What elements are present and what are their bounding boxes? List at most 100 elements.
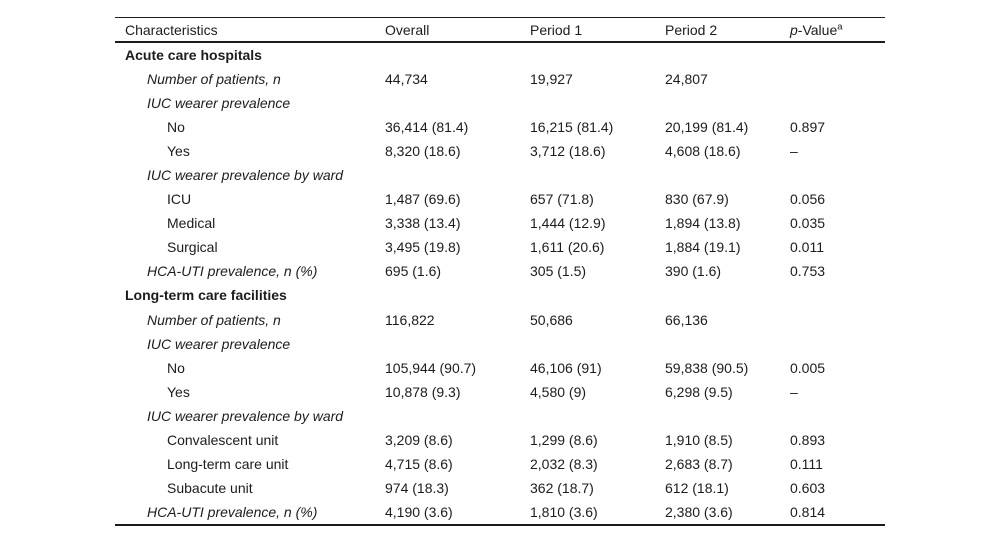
table-row: Long-term care unit 4,715 (8.6) 2,032 (8.3… [115,452,885,476]
table-row: Yes 8,320 (18.6) 3,712 (18.6) 4,608 (18.6) – [115,139,885,163]
cell-pvalue: 0.814 [790,503,826,520]
cell-period1: 362 (18.7) [530,479,594,496]
table-row: Convalescent unit 3,209 (8.6) 1,299 (8.6) 1… [115,428,885,452]
cell-period1: 3,712 (18.6) [530,143,606,160]
row-label: No [167,119,185,136]
pvalue-footnote-marker: a [837,20,843,32]
cell-period2: 2,380 (3.6) [665,503,733,520]
row-label: Yes [167,383,190,400]
cell-period1: 4,580 (9) [530,383,587,400]
table-row: Medical 3,338 (13.4) 1,444 (12.9) 1,894 (13… [115,211,885,235]
row-label: HCA-UTI prevalence, n (%) [147,263,318,280]
cell-period2: 2,683 (8.7) [665,455,733,472]
cell-pvalue: 0.893 [790,431,826,448]
row-label: Acute care hospitals [125,47,262,64]
table-row: IUC wearer prevalence [115,332,885,356]
table-row: IUC wearer prevalence [115,91,885,115]
table-row: Number of patients, n 116,822 50,686 66,136 [115,308,885,332]
cell-overall: 3,495 (19.8) [385,239,461,256]
cell-period2: 390 (1.6) [665,263,722,280]
cell-period2: 59,838 (90.5) [665,359,749,376]
cell-period2: 1,894 (13.8) [665,215,741,232]
row-label: IUC wearer prevalence [147,335,291,352]
table-header-row: Characteristics Overall Period 1 Period … [115,18,885,43]
table-row: HCA-UTI prevalence, n (%) 695 (1.6) 305 (1… [115,259,885,283]
cell-period1: 657 (71.8) [530,191,594,208]
cell-period2: 24,807 [665,71,708,88]
row-label: Medical [167,215,216,232]
row-label: ICU [167,191,192,208]
cell-period1: 305 (1.5) [530,263,587,280]
column-header-period1: Period 1 [530,21,583,38]
column-header-characteristics: Characteristics [125,21,218,38]
cell-overall: 44,734 [385,71,428,88]
cell-overall: 4,190 (3.6) [385,503,453,520]
cell-overall: 8,320 (18.6) [385,143,461,160]
table-row: No 36,414 (81.4) 16,215 (81.4) 20,199 (81.4… [115,115,885,139]
cell-period1: 1,444 (12.9) [530,215,606,232]
table-row: Number of patients, n 44,734 19,927 24,807 [115,67,885,91]
row-label: Number of patients, n [147,311,281,328]
row-label: Subacute unit [167,479,253,496]
column-header-pvalue: p-Valuea [780,22,885,38]
table-row: Yes 10,878 (9.3) 4,580 (9) 6,298 (9.5) – [115,380,885,404]
row-label: Long-term care facilities [125,287,287,304]
cell-overall: 974 (18.3) [385,479,449,496]
pvalue-p-italic: p [790,21,798,38]
cell-period2: 612 (18.1) [665,479,729,496]
cell-period2: 1,910 (8.5) [665,431,733,448]
table-row: HCA-UTI prevalence, n (%) 4,190 (3.6) 1,81… [115,500,885,524]
column-header-overall: Overall [385,21,430,38]
cell-pvalue: – [790,383,798,400]
cell-period2: 1,884 (19.1) [665,239,741,256]
row-label: Long-term care unit [167,455,289,472]
pvalue-rest: -Value [797,21,838,38]
cell-pvalue: 0.005 [790,359,826,376]
cell-period1: 1,611 (20.6) [530,239,605,256]
cell-period2: 20,199 (81.4) [665,119,749,136]
cell-pvalue: 0.011 [790,239,824,256]
cell-pvalue: 0.603 [790,479,826,496]
cell-period1: 1,810 (3.6) [530,503,598,520]
cell-pvalue: 0.035 [790,215,826,232]
cell-period1: 2,032 (8.3) [530,455,598,472]
table-row: Long-term care facilities [115,283,885,307]
cell-period2: 66,136 [665,311,708,328]
row-label: Number of patients, n [147,71,281,88]
row-label: Convalescent unit [167,431,279,448]
table-row: IUC wearer prevalence by ward [115,404,885,428]
cell-overall: 1,487 (69.6) [385,191,461,208]
cell-period2: 4,608 (18.6) [665,143,741,160]
cell-period1: 50,686 [530,311,573,328]
table-row: Acute care hospitals [115,43,885,67]
table-row: Subacute unit 974 (18.3) 362 (18.7) 612 (18… [115,476,885,500]
cell-pvalue: 0.753 [790,263,826,280]
cell-overall: 4,715 (8.6) [385,455,453,472]
row-label: IUC wearer prevalence by ward [147,407,344,424]
row-label: IUC wearer prevalence by ward [147,167,344,184]
table-body: Acute care hospitals Number of patients, … [115,43,885,526]
prevalence-data-table: Characteristics Overall Period 1 Period … [115,17,885,526]
row-label: Surgical [167,239,218,256]
cell-overall: 10,878 (9.3) [385,383,461,400]
column-header-period2: Period 2 [665,21,718,38]
cell-overall: 36,414 (81.4) [385,119,469,136]
table-row: IUC wearer prevalence by ward [115,163,885,187]
cell-overall: 3,209 (8.6) [385,431,453,448]
cell-period1: 16,215 (81.4) [530,119,614,136]
cell-pvalue: 0.111 [790,455,823,472]
cell-overall: 3,338 (13.4) [385,215,461,232]
cell-period1: 46,106 (91) [530,359,602,376]
cell-pvalue: – [790,143,798,160]
cell-pvalue: 0.897 [790,119,826,136]
row-label: Yes [167,143,190,160]
cell-period1: 1,299 (8.6) [530,431,598,448]
cell-overall: 116,822 [385,311,435,328]
row-label: No [167,359,185,376]
cell-period1: 19,927 [530,71,573,88]
table-row: Surgical 3,495 (19.8) 1,611 (20.6) 1,884 (1… [115,235,885,259]
cell-pvalue: 0.056 [790,191,826,208]
cell-overall: 695 (1.6) [385,263,442,280]
cell-period2: 6,298 (9.5) [665,383,733,400]
row-label: IUC wearer prevalence [147,95,291,112]
